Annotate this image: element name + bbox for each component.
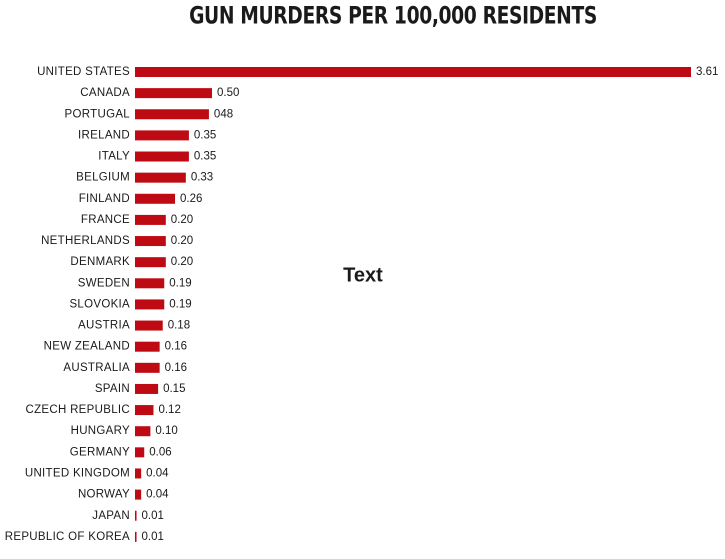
category-label: BELGIUM <box>76 172 130 184</box>
category-label: SLOVOKIA <box>69 298 130 310</box>
bar <box>135 489 142 500</box>
bar <box>135 447 145 458</box>
value-label: 0.06 <box>149 446 171 458</box>
value-label: 0.16 <box>165 362 187 374</box>
value-label: 0.18 <box>168 320 190 332</box>
bar <box>135 383 159 394</box>
value-label: 0.10 <box>155 425 177 437</box>
bar <box>135 320 163 331</box>
value-label: 0.20 <box>171 235 193 247</box>
bar <box>135 214 166 225</box>
category-label: ITALY <box>98 151 130 163</box>
category-label: REPUBLIC OF KOREA <box>5 531 130 543</box>
bar <box>135 468 142 479</box>
value-label: 0.12 <box>158 404 180 416</box>
bar <box>135 426 151 437</box>
value-label: 0.01 <box>142 510 164 522</box>
category-label: JAPAN <box>92 510 130 522</box>
value-label: 0.19 <box>169 298 191 310</box>
bar <box>135 193 176 204</box>
value-label: 0.16 <box>165 341 187 353</box>
category-label: PORTUGAL <box>65 108 131 120</box>
bar <box>135 299 165 310</box>
bar <box>135 405 154 416</box>
value-label: 3.61 <box>696 66 718 78</box>
value-label: 0.15 <box>163 383 185 395</box>
chart-title: GUN MURDERS PER 100,000 RESIDENTS <box>189 3 597 31</box>
value-label: 0.33 <box>191 172 213 184</box>
category-label: DENMARK <box>70 256 130 268</box>
value-label: 0.01 <box>142 531 164 543</box>
bar <box>135 236 166 247</box>
category-label: CANADA <box>80 87 130 99</box>
value-label: 0.35 <box>194 129 216 141</box>
value-label: 0.04 <box>146 468 169 480</box>
category-label: IRELAND <box>78 129 130 141</box>
value-label: 0.35 <box>194 151 216 163</box>
value-label: 0.04 <box>146 489 169 501</box>
bar <box>135 172 186 183</box>
category-label: NORWAY <box>78 489 130 501</box>
bar <box>135 151 189 162</box>
bar <box>135 341 160 352</box>
bar <box>135 531 137 542</box>
category-label: FINLAND <box>79 193 130 205</box>
bar <box>135 278 165 289</box>
value-label: 048 <box>214 108 233 120</box>
category-label: UNITED STATES <box>37 66 130 78</box>
category-label: SWEDEN <box>78 277 130 289</box>
category-label: NEW ZEALAND <box>44 341 130 353</box>
bar <box>135 109 209 120</box>
bar <box>135 510 137 521</box>
category-label: AUSTRIA <box>78 320 130 332</box>
value-label: 0.20 <box>171 214 193 226</box>
value-label: 0.20 <box>171 256 193 268</box>
category-label: AUSTRALIA <box>63 362 130 374</box>
category-label: SPAIN <box>95 383 130 395</box>
bar <box>135 130 189 141</box>
value-label: 0.50 <box>217 87 239 99</box>
value-label: 0.26 <box>180 193 202 205</box>
bar <box>135 362 160 373</box>
category-label: UNITED KINGDOM <box>25 468 130 480</box>
category-label: NETHERLANDS <box>41 235 130 247</box>
bar <box>135 88 213 99</box>
bar <box>135 67 691 77</box>
value-label: 0.19 <box>169 277 191 289</box>
category-label: FRANCE <box>81 214 130 226</box>
bar <box>135 257 166 268</box>
category-label: HUNGARY <box>71 425 130 437</box>
category-label: CZECH REPUBLIC <box>25 404 130 416</box>
category-label: GERMANY <box>70 446 130 458</box>
annotation: Text <box>343 264 383 286</box>
